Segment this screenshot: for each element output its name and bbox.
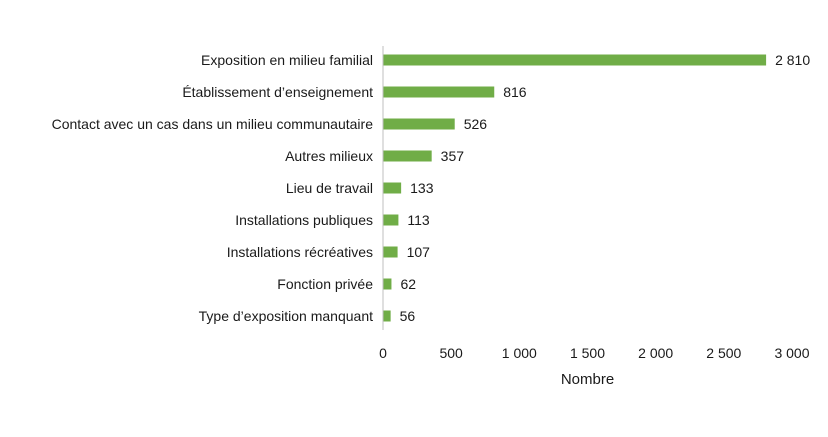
category-labels: Exposition en milieu familial Établisseme…: [52, 52, 374, 324]
x-tick-label: 0: [379, 345, 387, 361]
category-label: Type d’exposition manquant: [199, 308, 373, 324]
x-axis-ticks: 0 500 1 000 1 500 2 000 2 500 3 000: [379, 345, 810, 361]
x-tick-label: 3 000: [774, 345, 809, 361]
bar: [383, 86, 495, 98]
bar: [383, 150, 432, 162]
data-label: 56: [400, 308, 416, 324]
category-label: Installations récréatives: [227, 244, 373, 260]
category-label: Contact avec un cas dans un milieu commu…: [52, 116, 374, 132]
bar: [383, 278, 392, 290]
x-tick-label: 1 000: [502, 345, 537, 361]
x-tick-label: 2 500: [706, 345, 741, 361]
bar: [383, 310, 391, 322]
bar: [383, 182, 402, 194]
value-labels: 2 810 816 526 357 133 113 107 62 56: [400, 52, 811, 324]
bar: [383, 118, 455, 130]
category-label: Lieu de travail: [286, 180, 373, 196]
x-tick-label: 500: [439, 345, 463, 361]
data-label: 357: [441, 148, 465, 164]
bar: [383, 54, 767, 66]
category-label: Établissement d’enseignement: [182, 84, 373, 100]
bar: [383, 214, 399, 226]
category-label: Installations publiques: [235, 212, 373, 228]
x-axis-title: Nombre: [561, 371, 614, 388]
data-label: 62: [400, 276, 416, 292]
x-tick-label: 2 000: [638, 345, 673, 361]
bar: [383, 246, 398, 258]
category-label: Autres milieux: [285, 148, 373, 164]
category-label: Exposition en milieu familial: [201, 52, 373, 68]
data-label: 2 810: [775, 52, 810, 68]
x-tick-label: 1 500: [570, 345, 605, 361]
bars-group: [383, 54, 767, 322]
category-label: Fonction privée: [277, 276, 373, 292]
data-label: 113: [407, 212, 430, 228]
data-label: 133: [410, 180, 434, 196]
data-label: 107: [407, 244, 431, 260]
data-label: 816: [503, 84, 527, 100]
data-label: 526: [464, 116, 488, 132]
